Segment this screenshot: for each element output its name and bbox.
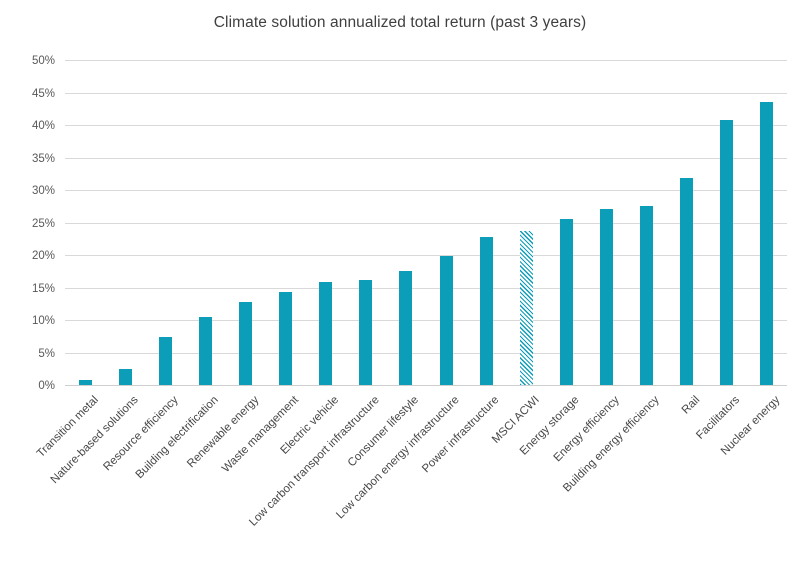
gridline xyxy=(65,92,787,94)
x-label-renewable-energy: Renewable energy xyxy=(184,394,261,471)
bar-transition-metal xyxy=(78,379,92,385)
bar-consumer-lifestyle xyxy=(399,271,413,385)
bar-msci-acwi xyxy=(519,230,533,385)
x-axis-line xyxy=(65,385,787,386)
y-axis-tick-label: 0% xyxy=(38,380,55,392)
bar-electric-vehicle xyxy=(319,282,333,385)
bar-resource-efficiency xyxy=(158,336,172,385)
x-label-rail: Rail xyxy=(679,394,703,417)
gridline xyxy=(65,222,787,224)
y-axis-tick-label: 20% xyxy=(31,250,55,262)
y-axis-tick-label: 45% xyxy=(31,87,55,100)
bar-building-energy-efficiency xyxy=(640,206,654,385)
y-axis-tick-label: 25% xyxy=(31,217,55,230)
bar-nature-based-solutions xyxy=(118,369,132,385)
x-label-power-infrastructure: Power infrastructure xyxy=(420,394,502,476)
y-axis-tick-label: 40% xyxy=(31,120,55,132)
gridline xyxy=(65,320,787,321)
gridline xyxy=(65,157,787,159)
x-label-resource-efficiency: Resource efficiency xyxy=(101,394,181,474)
gridline xyxy=(65,287,787,289)
chart-title: Climate solution annualized total return… xyxy=(213,14,587,31)
bar-waste-management xyxy=(279,292,293,385)
y-axis-tick-label: 5% xyxy=(38,347,55,360)
gridline xyxy=(65,352,787,354)
bar-building-electrification xyxy=(198,317,212,385)
y-axis-tick-label: 10% xyxy=(31,315,55,327)
bar-energy-efficiency xyxy=(600,208,613,385)
bar-nuclear-energy xyxy=(760,102,774,385)
y-axis-tick-label: 50% xyxy=(31,55,55,67)
gridline xyxy=(65,125,787,126)
bar-power-infrastructure xyxy=(479,236,493,385)
y-axis-tick-label: 15% xyxy=(31,282,55,295)
gridline xyxy=(65,60,787,61)
bar-rail xyxy=(680,177,694,385)
bar-energy-storage xyxy=(559,218,573,385)
bar-low-carbon-transport-infrastructure xyxy=(359,280,373,385)
x-label-waste-management: Waste management xyxy=(220,394,302,475)
bar-low-carbon-energy-infrastructure xyxy=(439,255,453,385)
bar-facilitators xyxy=(720,119,734,385)
plot-area xyxy=(65,60,787,386)
bar-renewable-energy xyxy=(239,302,252,385)
y-axis-tick-label: 35% xyxy=(31,152,55,165)
gridline xyxy=(65,190,787,191)
y-axis-tick-label: 30% xyxy=(31,185,55,197)
x-label-consumer-lifestyle: Consumer lifestyle xyxy=(346,394,422,470)
gridline xyxy=(65,255,787,256)
